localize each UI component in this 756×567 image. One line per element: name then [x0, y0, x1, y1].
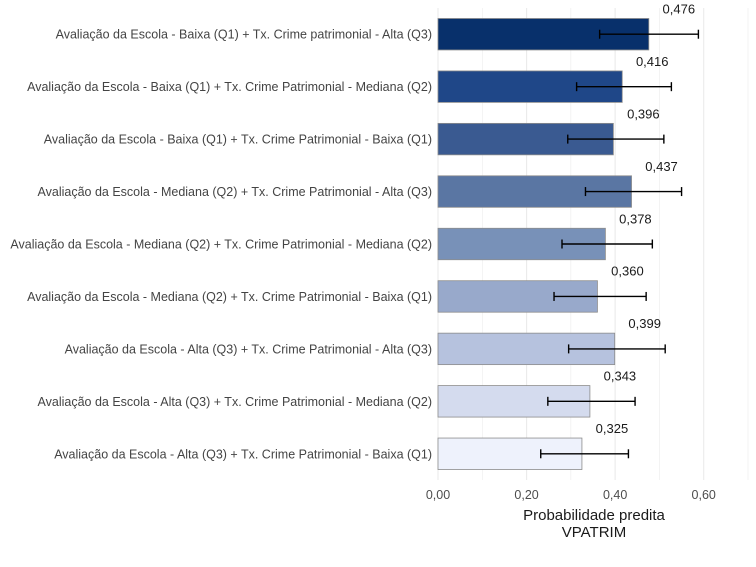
value-label: 0,396	[627, 106, 660, 121]
category-label: Avaliação da Escola - Baixa (Q1) + Tx. C…	[44, 133, 432, 147]
x-axis-title: Probabilidade predita	[523, 507, 665, 524]
value-label: 0,476	[663, 1, 696, 16]
value-label: 0,325	[596, 421, 629, 436]
category-label: Avaliação da Escola - Mediana (Q2) + Tx.…	[27, 290, 432, 304]
category-label: Avaliação da Escola - Mediana (Q2) + Tx.…	[10, 238, 432, 252]
x-axis-title-line2: VPATRIM	[562, 524, 626, 541]
x-tick-label: 0,60	[692, 488, 716, 502]
x-tick-label: 0,00	[426, 488, 450, 502]
x-tick-labels: 0,00 0,20 0,40 0,60	[426, 488, 716, 502]
category-label: Avaliação da Escola - Alta (Q3) + Tx. Cr…	[65, 342, 432, 356]
category-label: Avaliação da Escola - Baixa (Q1) + Tx. C…	[56, 28, 432, 42]
value-label: 0,378	[619, 211, 652, 226]
bars	[437, 18, 650, 470]
x-tick-label: 0,20	[514, 488, 538, 502]
category-label: Avaliação da Escola - Baixa (Q1) + Tx. C…	[27, 80, 432, 94]
value-labels: 0,476 0,416 0,396 0,437 0,378 0,360 0,399 0,343…	[596, 1, 695, 436]
value-label: 0,343	[604, 369, 637, 384]
category-labels: Avaliação da Escola - Baixa (Q1) + Tx. C…	[10, 28, 432, 462]
category-label: Avaliação da Escola - Alta (Q3) + Tx. Cr…	[54, 447, 432, 461]
value-label: 0,437	[645, 159, 678, 174]
value-label: 0,360	[611, 264, 644, 279]
error-bars	[540, 29, 700, 459]
category-label: Avaliação da Escola - Alta (Q3) + Tx. Cr…	[38, 395, 432, 409]
category-label: Avaliação da Escola - Mediana (Q2) + Tx.…	[38, 185, 432, 199]
value-label: 0,416	[636, 54, 669, 69]
x-tick-label: 0,40	[603, 488, 627, 502]
value-label: 0,399	[628, 316, 661, 331]
